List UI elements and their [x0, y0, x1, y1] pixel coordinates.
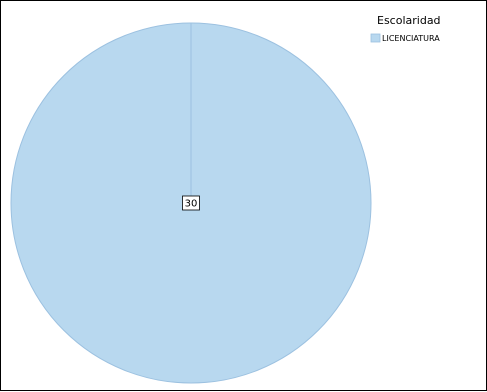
- data-label-box-0: [182, 195, 200, 211]
- legend: Escolaridad LICENCIATURA: [370, 14, 441, 43]
- legend-swatch-0: [370, 33, 381, 43]
- legend-items: LICENCIATURA: [370, 33, 440, 43]
- legend-title: Escolaridad: [377, 14, 441, 27]
- pie-data-labels: 30: [182, 195, 200, 211]
- data-label-0: 30: [185, 199, 198, 210]
- legend-label-0: LICENCIATURA: [382, 34, 440, 43]
